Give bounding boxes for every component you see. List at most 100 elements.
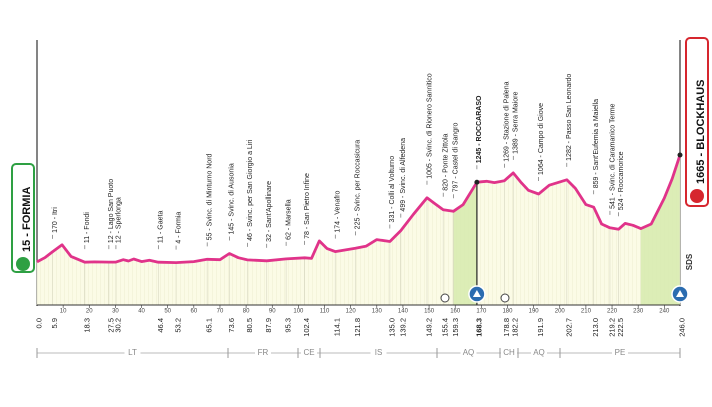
profile-area bbox=[37, 155, 680, 305]
waypoint-label: 1389 - Serra Maiore bbox=[513, 92, 520, 154]
km-label: 27.5 bbox=[106, 318, 115, 333]
km-label: 182.2 bbox=[511, 318, 520, 337]
km-label: 65.1 bbox=[205, 318, 214, 333]
km-label: 80.5 bbox=[245, 318, 254, 333]
km-label: 46.4 bbox=[156, 318, 165, 333]
waypoint-label: 55 - Svinc. di Minturno Nord bbox=[207, 153, 214, 240]
km-label: 95.3 bbox=[284, 318, 293, 333]
profile-line bbox=[36, 154, 682, 264]
region-label: AQ bbox=[463, 348, 475, 357]
x-tick-label: 130 bbox=[372, 309, 383, 315]
region-bg bbox=[460, 348, 477, 358]
km-label: 246.0 bbox=[677, 318, 686, 337]
waypoint-label: 78 - San Pietro Infine bbox=[304, 173, 311, 239]
region-label: AQ bbox=[533, 348, 545, 357]
waypoint-label: 859 - Sant'Eufemia a Maiella bbox=[593, 99, 600, 188]
waypoint-label: 174 - Venafro bbox=[335, 190, 342, 232]
x-tick-label: 60 bbox=[190, 309, 197, 315]
waypoint-label: 820 - Ponte Zittola bbox=[443, 133, 450, 190]
waypoint-label: 225 - Svinc. per Roccasicura bbox=[355, 140, 362, 230]
waypoint-label: 170 - Itri bbox=[52, 207, 59, 233]
km-label: 0.0 bbox=[34, 318, 43, 328]
km-label: 87.9 bbox=[264, 318, 273, 333]
x-tick-label: 160 bbox=[450, 309, 461, 315]
waypoint-label: 499 - Svinc. di Alfedena bbox=[400, 138, 407, 212]
km-label: 219.2 bbox=[607, 318, 616, 337]
x-tick-label: 170 bbox=[476, 309, 487, 315]
km-label: 222.5 bbox=[616, 318, 625, 337]
x-tick-label: 120 bbox=[346, 309, 357, 315]
region-bg bbox=[531, 348, 547, 358]
finish-box bbox=[685, 37, 709, 207]
km-label: 155.4 bbox=[441, 318, 450, 337]
x-tick-label: 20 bbox=[86, 309, 93, 315]
x-tick-label: 190 bbox=[529, 309, 540, 315]
waypoint-label: 541 - Svinc. di Caramanico Terme bbox=[609, 103, 616, 208]
start-icon bbox=[16, 257, 30, 271]
waypoint-label: 797 - Castel di Sangro bbox=[453, 123, 460, 193]
sds-label: SDS bbox=[685, 253, 694, 270]
km-label: 168.3 bbox=[474, 318, 483, 337]
km-label: 178.8 bbox=[502, 318, 511, 337]
x-tick-label: 220 bbox=[607, 309, 618, 315]
sprint-icon bbox=[440, 293, 450, 303]
x-tick-label: 150 bbox=[424, 309, 435, 315]
waypoint-label: 331 - Colli al Volturno bbox=[389, 156, 396, 223]
start-box bbox=[11, 163, 35, 273]
x-tick-label: 200 bbox=[555, 309, 566, 315]
waypoint-label: 11 - Gaeta bbox=[158, 211, 165, 244]
x-tick-label: 90 bbox=[269, 309, 276, 315]
x-tick-label: 230 bbox=[633, 309, 644, 315]
waypoint-label: 145 - Svinc. di Ausonia bbox=[229, 163, 236, 234]
km-label: 139.2 bbox=[398, 318, 407, 337]
climb-icon-glyph bbox=[676, 290, 684, 297]
km-label: 30.2 bbox=[113, 318, 122, 333]
waypoint-label: 12 - Lago San Puoto bbox=[108, 179, 115, 243]
region-bg bbox=[370, 348, 387, 358]
x-tick-label: 110 bbox=[320, 309, 330, 315]
km-label: 213.0 bbox=[591, 318, 600, 337]
waypoint-label: 12 - Sperlonga bbox=[115, 197, 122, 243]
km-label: 149.2 bbox=[424, 318, 433, 337]
region-label: PE bbox=[615, 348, 626, 357]
waypoint-label: 32 - Sant'Apollinare bbox=[266, 181, 273, 242]
waypoint-label: 4 - Formia bbox=[175, 212, 182, 244]
region-bg bbox=[124, 348, 141, 358]
climb-area bbox=[640, 155, 680, 305]
km-label: 202.7 bbox=[564, 318, 573, 337]
x-tick-label: 210 bbox=[581, 309, 592, 315]
km-label: 191.9 bbox=[536, 318, 545, 337]
x-tick-label: 40 bbox=[138, 309, 145, 315]
sprint-icon bbox=[500, 293, 510, 303]
finish-icon bbox=[690, 189, 704, 203]
waypoint-label: 1269 - Stazione di Palena bbox=[504, 81, 511, 161]
waypoint-label: 1282 - Passo San Leonardo bbox=[566, 74, 573, 161]
waypoint-label: 1005 - Svinc. di Rionero Sannitico bbox=[426, 73, 433, 179]
km-label: 53.2 bbox=[174, 318, 183, 333]
waypoint-label: 11 - Fondi bbox=[84, 212, 91, 243]
region-bg bbox=[612, 348, 628, 358]
km-label: 121.8 bbox=[353, 318, 362, 337]
region-label: IS bbox=[375, 348, 383, 357]
x-tick-label: 140 bbox=[398, 309, 409, 315]
km-label: 102.4 bbox=[302, 318, 311, 337]
summit-dot bbox=[474, 179, 480, 185]
km-label: 18.3 bbox=[82, 318, 91, 333]
region-label: CE bbox=[303, 348, 314, 357]
climb-area bbox=[453, 182, 477, 305]
x-tick-label: 240 bbox=[659, 309, 670, 315]
region-bg bbox=[255, 348, 271, 358]
finish-dot bbox=[677, 152, 683, 158]
waypoint-label: 46 - Svinc. per San Giorgio a Liri bbox=[247, 139, 254, 241]
region-label: FR bbox=[258, 348, 269, 357]
x-tick-label: 180 bbox=[502, 309, 513, 315]
region-label: CH bbox=[503, 348, 515, 357]
km-label: 135.0 bbox=[387, 318, 396, 337]
x-tick-label: 70 bbox=[217, 309, 224, 315]
km-label: 159.3 bbox=[451, 318, 460, 337]
km-label: 5.9 bbox=[50, 318, 59, 328]
x-tick-label: 100 bbox=[293, 309, 304, 315]
x-tick-label: 10 bbox=[60, 309, 67, 315]
km-label: 114.1 bbox=[333, 318, 342, 336]
